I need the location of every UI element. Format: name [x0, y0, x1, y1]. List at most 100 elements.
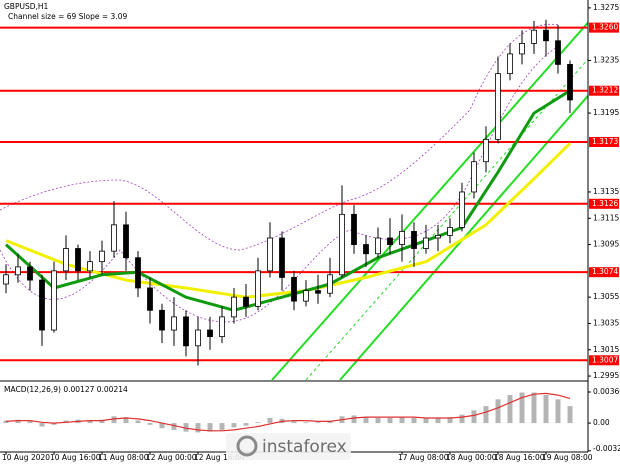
candle-body — [567, 64, 573, 101]
macd-bar — [387, 418, 393, 424]
y-tick-label: 1.3235 — [593, 55, 619, 64]
candle-body — [303, 290, 309, 302]
level-label: 1.3260 — [592, 23, 618, 32]
candle-body — [351, 213, 357, 245]
macd-bar — [87, 420, 93, 424]
macd-bar — [15, 419, 21, 424]
watermark-box — [226, 433, 351, 460]
candle-body — [147, 287, 153, 311]
candle-body — [159, 309, 165, 331]
band-line — [0, 44, 561, 323]
candle-body — [399, 231, 405, 245]
macd-bar — [99, 419, 105, 424]
macd-bar — [483, 406, 489, 424]
macd-bar — [555, 399, 561, 424]
candle-body — [171, 316, 177, 331]
macd-bar — [519, 392, 525, 424]
candle-body — [375, 237, 381, 255]
candle-body — [471, 161, 477, 193]
x-tick-label: 17 Aug 08:00 — [398, 453, 449, 462]
macd-bar — [111, 416, 117, 424]
candle-body — [483, 138, 489, 163]
candle-body — [123, 224, 129, 259]
candle-body — [411, 231, 417, 249]
y-tick-label: 1.3275 — [593, 3, 619, 12]
macd-bar — [255, 422, 261, 424]
candle-body — [243, 296, 249, 307]
x-tick-label: 19 Aug 08:00 — [542, 453, 593, 462]
candle-body — [531, 29, 537, 44]
candle-body — [339, 213, 345, 276]
x-tick-label: 18 Aug 16:00 — [494, 453, 545, 462]
macd-bar — [363, 417, 369, 424]
candle-body — [63, 248, 69, 272]
macd-bar — [207, 423, 213, 432]
macd-y-tick-label: 0.00 — [593, 418, 610, 427]
macd-y-tick-label: 0.00366 — [593, 387, 620, 396]
candle-body — [315, 290, 321, 294]
macd-bar — [123, 417, 129, 424]
level-label: 1.3074 — [592, 267, 618, 276]
level-label-box — [589, 137, 619, 148]
candle-body — [387, 237, 393, 245]
macd-bar — [459, 414, 465, 424]
candle-body — [15, 266, 21, 276]
y-tick-label: 1.3135 — [593, 187, 619, 196]
candle-body — [231, 296, 237, 318]
candle-body — [39, 279, 45, 331]
macd-signal — [5, 392, 571, 432]
watermark-text: instaforex — [262, 437, 347, 457]
level-label-box — [589, 22, 619, 33]
macd-bar — [411, 418, 417, 424]
macd-bar — [567, 406, 573, 424]
channel-lower — [339, 94, 588, 380]
watermark-icon — [236, 435, 258, 457]
x-tick-label: 11 Aug 08:00 — [98, 453, 149, 462]
layer: 1.3275 1.3235 1.3195 1.3135 1.3115 1.3095 1.30… — [0, 3, 620, 462]
y-tick-label: 1.3055 — [593, 292, 619, 301]
candle-body — [267, 237, 273, 272]
y-tick-label: 1.3115 — [593, 213, 619, 222]
macd-bar — [39, 423, 45, 427]
macd-bar — [135, 420, 141, 424]
y-tick-label: 1.2995 — [593, 371, 619, 380]
macd-bar — [315, 422, 321, 424]
level-label-box — [589, 355, 619, 366]
level-label: 1.3212 — [592, 86, 618, 95]
macd-bar — [543, 395, 549, 424]
candle-body — [423, 237, 429, 249]
candle-body — [135, 257, 141, 289]
macd-bar — [507, 395, 513, 424]
candle-body — [519, 42, 525, 55]
candle-body — [99, 250, 105, 263]
macd-bar — [147, 423, 153, 425]
macd-bar — [231, 423, 237, 428]
macd-bar — [267, 418, 273, 424]
candle-body — [435, 234, 441, 239]
candle-body — [183, 316, 189, 347]
macd-bar — [351, 415, 357, 424]
candle-body — [27, 266, 33, 281]
macd-bar — [447, 417, 453, 424]
macd-bar — [531, 392, 537, 424]
level-label-box — [589, 198, 619, 209]
macd-bar — [375, 418, 381, 424]
band-line — [0, 23, 561, 251]
macd-bar — [495, 399, 501, 424]
candle-body — [327, 274, 333, 294]
macd-bar — [471, 410, 477, 424]
candle-body — [75, 248, 81, 272]
candle-body — [555, 40, 561, 65]
candle-body — [207, 329, 213, 338]
candle-body — [363, 244, 369, 255]
candle-body — [279, 237, 285, 278]
level-label: 1.3007 — [592, 355, 618, 364]
candle-body — [543, 29, 549, 42]
candle-body — [3, 274, 9, 285]
candle-body — [291, 277, 297, 302]
macd-bar — [183, 423, 189, 432]
macd-bar — [243, 423, 249, 426]
macd-bar — [51, 423, 57, 425]
